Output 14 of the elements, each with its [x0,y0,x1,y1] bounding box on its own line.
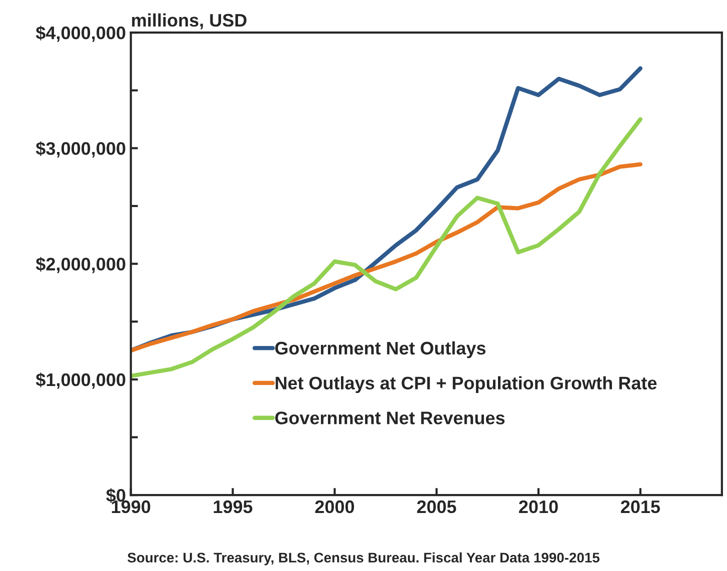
x-tick-label: 1995 [214,500,252,514]
x-tick-label: 2015 [620,500,660,514]
legend-label: Net Outlays at CPI + Population Growth Rate [276,376,657,394]
legend-label: Government Net Outlays [275,341,486,358]
x-tick-label: 2000 [315,500,354,514]
legend-label: Government Net Revenues [275,412,505,424]
x-tick-label: 2005 [417,500,456,514]
source-note: Source: U.S. Treasury, BLS, Census Bureau. Fiscal Year Data 1990-2015 [128,552,600,566]
x-tick-label: 2010 [519,500,558,514]
y-tick-label: $4,000,000 [36,26,126,42]
y-tick-label: $2,000,000 [36,256,126,274]
y-tick-label: $1,000,000 [36,372,126,389]
y-axis-title: millions, USD [132,13,246,30]
y-tick-label: $3,000,000 [36,141,126,158]
